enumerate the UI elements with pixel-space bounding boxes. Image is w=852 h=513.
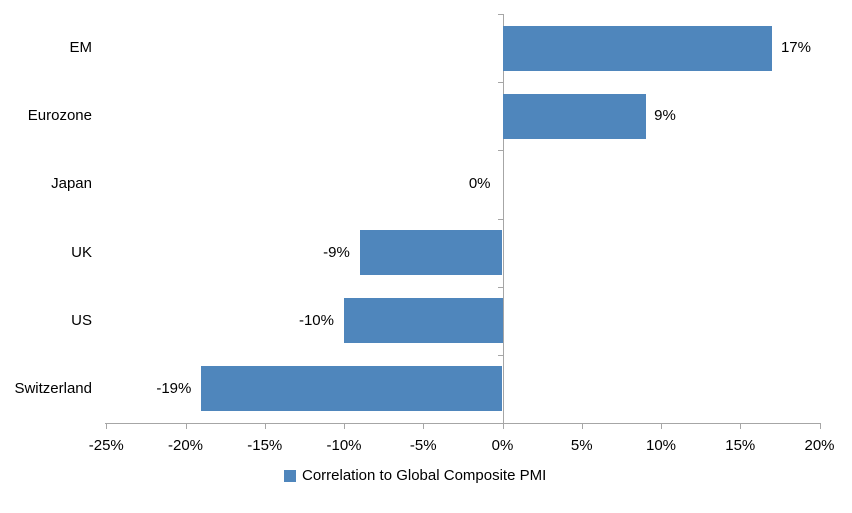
bar-value-label: -9% — [323, 244, 350, 261]
x-axis-tick — [264, 423, 266, 429]
x-axis-tick — [740, 423, 742, 429]
bar — [503, 26, 773, 71]
category-boundary-tick — [497, 287, 504, 288]
bar — [344, 298, 503, 343]
category-boundary-tick — [497, 82, 504, 83]
x-tick-label: -5% — [409, 437, 437, 454]
bar-value-label: 0% — [468, 175, 491, 192]
x-tick-label: 5% — [570, 437, 593, 454]
x-tick-label: 20% — [804, 437, 835, 454]
x-axis-tick — [106, 423, 108, 429]
bar-value-label: -10% — [298, 312, 334, 329]
bar-value-label: 9% — [654, 107, 676, 124]
bar — [201, 366, 503, 411]
category-boundary-tick — [497, 355, 504, 356]
category-label: US — [71, 312, 92, 329]
category-label: Japan — [51, 175, 92, 192]
x-axis-tick — [185, 423, 187, 429]
category-boundary-tick — [497, 219, 504, 220]
x-tick-label: 10% — [645, 437, 677, 454]
bar — [503, 94, 646, 139]
x-axis-tick — [581, 423, 583, 429]
x-axis-tick — [423, 423, 425, 429]
x-axis-tick — [344, 423, 345, 429]
category-boundary-tick — [497, 14, 504, 15]
x-axis-line — [105, 423, 821, 424]
x-tick-label: -25% — [88, 437, 124, 454]
x-axis-tick — [502, 423, 504, 429]
legend-label: Correlation to Global Composite PMI — [302, 467, 547, 484]
category-label: Eurozone — [27, 107, 92, 124]
bar — [359, 230, 503, 275]
x-tick-label: -20% — [167, 437, 204, 454]
x-axis-tick — [819, 423, 821, 429]
category-label: Switzerland — [14, 380, 92, 397]
zero-axis-line — [502, 14, 504, 429]
x-axis-tick — [661, 423, 662, 429]
x-tick-label: -10% — [326, 437, 362, 454]
bar-value-label: -19% — [156, 380, 192, 397]
category-label: EM — [69, 39, 93, 56]
legend: Correlation to Global Composite PMI — [284, 467, 546, 485]
bar-value-label: 17% — [780, 39, 811, 56]
x-tick-label: -15% — [247, 437, 283, 454]
x-tick-label: 15% — [725, 437, 756, 454]
category-boundary-tick — [497, 150, 504, 151]
category-label: UK — [71, 244, 92, 261]
legend-swatch — [284, 470, 296, 482]
x-tick-label: 0% — [491, 437, 514, 454]
